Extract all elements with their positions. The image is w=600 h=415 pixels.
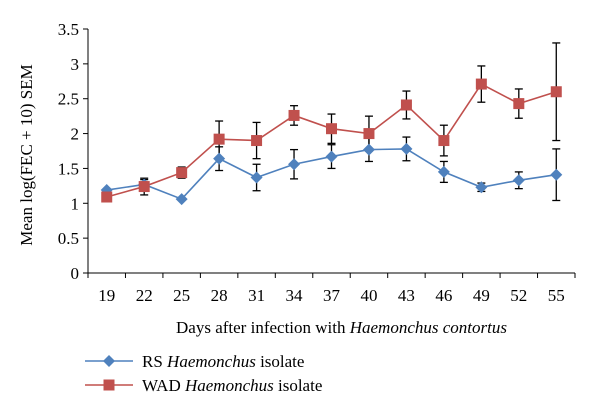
x-tick-label: 22 bbox=[136, 286, 153, 305]
wad-legend-label-part: isolate bbox=[274, 376, 323, 395]
rs-legend-marker bbox=[103, 355, 115, 367]
rs-data-point bbox=[213, 152, 226, 165]
x-tick-label: 55 bbox=[548, 286, 565, 305]
x-tick-label: 31 bbox=[248, 286, 265, 305]
wad-data-point bbox=[176, 167, 188, 179]
x-tick-label: 52 bbox=[510, 286, 527, 305]
rs-data-point bbox=[175, 193, 188, 206]
axis-labels: 0 0.5 1 1.5 2 2.5 3 3.5 19 22 25 28 31 34 37 40 43 46 49 52… bbox=[17, 20, 565, 337]
rs-data-point bbox=[437, 165, 450, 178]
x-tick-label: 46 bbox=[435, 286, 452, 305]
x-tick-label: 40 bbox=[360, 286, 377, 305]
wad-legend-label-part: Haemonchus bbox=[184, 376, 274, 395]
x-tick-label: 37 bbox=[323, 286, 341, 305]
y-tick-label: 0.5 bbox=[58, 229, 79, 248]
rs-data-point bbox=[362, 143, 375, 156]
series-markers bbox=[100, 78, 563, 206]
wad-data-point bbox=[363, 128, 375, 140]
wad-data-point bbox=[475, 78, 487, 90]
y-tick-label: 3 bbox=[71, 55, 80, 74]
x-tick-label: 49 bbox=[473, 286, 490, 305]
rs-legend-label-part: isolate bbox=[256, 352, 305, 371]
wad-data-point bbox=[438, 135, 450, 147]
wad-legend-marker bbox=[103, 379, 115, 391]
x-tick-label: 28 bbox=[211, 286, 228, 305]
wad-data-point bbox=[288, 109, 300, 121]
y-tick-label: 2 bbox=[71, 125, 80, 144]
y-tick-label: 0 bbox=[71, 264, 80, 283]
rs-data-point bbox=[250, 171, 263, 184]
x-tick-label: 25 bbox=[173, 286, 190, 305]
wad-legend-label: WAD Haemonchus isolate bbox=[142, 376, 322, 395]
rs-data-point bbox=[550, 168, 563, 181]
rs-data-point bbox=[475, 181, 488, 194]
rs-data-point bbox=[400, 142, 413, 155]
rs-legend-label: RS Haemonchus isolate bbox=[142, 352, 304, 371]
wad-legend-label-part: WAD bbox=[142, 376, 185, 395]
rs-legend-label-part: Haemonchus bbox=[166, 352, 256, 371]
wad-data-point bbox=[550, 86, 562, 98]
x-tick-label: 43 bbox=[398, 286, 415, 305]
y-tick-label: 1 bbox=[71, 194, 80, 213]
x-axis-title-species: Haemonchus contortus bbox=[349, 318, 508, 337]
y-tick-label: 1.5 bbox=[58, 159, 79, 178]
x-axis-title: Days after infection with Haemonchus con… bbox=[176, 318, 507, 337]
rs-data-point bbox=[325, 150, 338, 163]
x-tick-label: 34 bbox=[286, 286, 304, 305]
rs-data-point bbox=[288, 158, 301, 171]
wad-data-point bbox=[513, 98, 525, 110]
y-tick-label: 3.5 bbox=[58, 20, 79, 39]
wad-data-point bbox=[400, 99, 412, 111]
x-axis-title-text: Days after infection with bbox=[176, 318, 350, 337]
wad-data-point bbox=[326, 123, 337, 135]
rs-legend-label-part: RS bbox=[142, 352, 167, 371]
x-tick-label: 19 bbox=[98, 286, 115, 305]
rs-data-point bbox=[512, 174, 525, 187]
wad-data-point bbox=[251, 135, 263, 147]
y-tick-label: 2.5 bbox=[58, 90, 79, 109]
wad-data-point bbox=[138, 181, 150, 193]
wad-data-point bbox=[213, 133, 225, 145]
y-axis-title: Mean log(FEC + 10) SEM bbox=[17, 64, 36, 245]
axes bbox=[83, 28, 576, 278]
wad-data-point bbox=[101, 191, 113, 203]
